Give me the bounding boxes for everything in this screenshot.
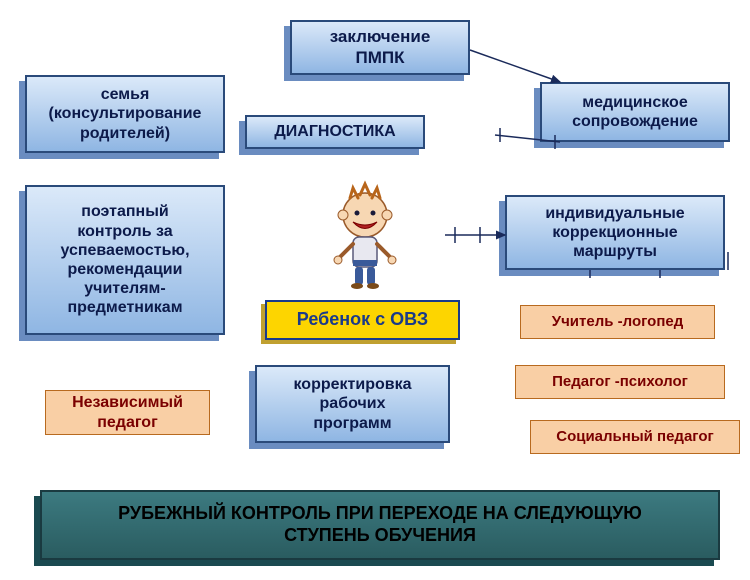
node-diagnostics: ДИАГНОСТИКА	[245, 115, 425, 149]
node-med: медицинское сопровождение	[540, 82, 730, 142]
node-control: поэтапный контроль за успеваемостью, рек…	[25, 185, 225, 335]
node-family: семья (консультирование родителей)	[25, 75, 225, 153]
node-logoped: Учитель -логопед	[520, 305, 715, 339]
node-pmpk: заключение ПМПК	[290, 20, 470, 75]
node-psycholog: Педагог -психолог	[515, 365, 725, 399]
node-independent: Независимый педагог	[45, 390, 210, 435]
node-korr: корректировка рабочих программ	[255, 365, 450, 443]
child-icon	[325, 180, 405, 290]
node-child-label: Ребенок с ОВЗ	[265, 300, 460, 340]
node-routes: индивидуальные коррекционные маршруты	[505, 195, 725, 270]
node-footer: РУБЕЖНЫЙ КОНТРОЛЬ ПРИ ПЕРЕХОДЕ НА СЛЕДУЮ…	[40, 490, 720, 560]
node-social: Социальный педагог	[530, 420, 740, 454]
